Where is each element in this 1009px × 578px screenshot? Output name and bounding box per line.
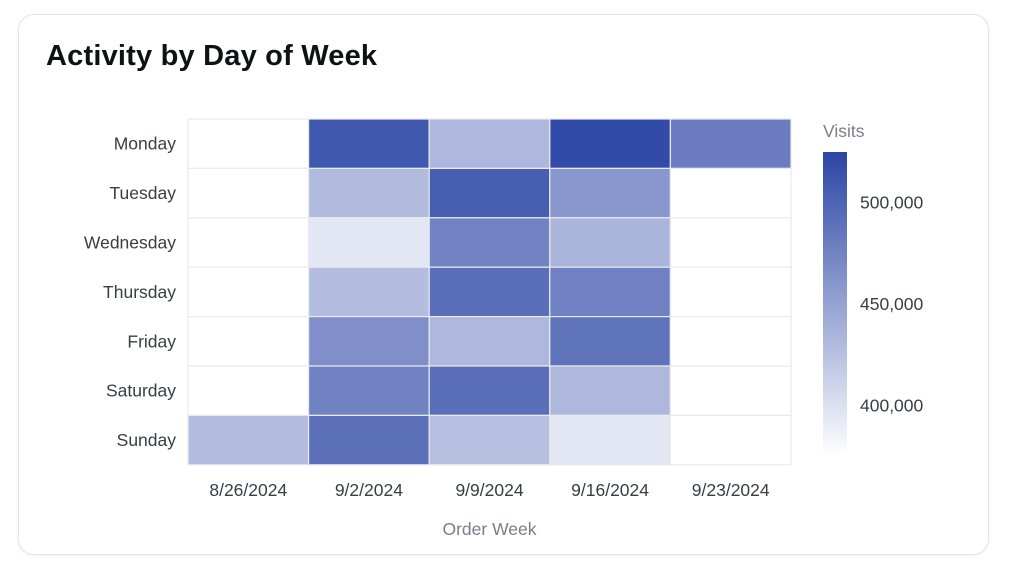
heatmap-cell [669, 217, 792, 268]
color-legend: Visits 500,000 450,000 400,000 [823, 121, 924, 456]
legend-tick-label: 450,000 [860, 294, 924, 314]
y-tick-label: Saturday [106, 381, 176, 401]
heatmap-cell [549, 266, 671, 318]
heatmap-cell [549, 217, 671, 268]
heatmap-cell [308, 118, 430, 170]
x-tick-label: 8/26/2024 [209, 480, 287, 500]
heatmap-cell [187, 414, 310, 466]
x-axis-labels: 8/26/2024 9/2/2024 9/9/2024 9/16/2024 9/23/2… [209, 480, 770, 500]
y-tick-label: Wednesday [84, 233, 176, 253]
x-tick-label: 9/9/2024 [455, 480, 523, 500]
heatmap-cell [669, 118, 792, 170]
heatmap-cell [549, 414, 671, 466]
chart-title: Activity by Day of Week [46, 40, 378, 72]
heatmap-cell [308, 167, 430, 219]
heatmap-cell [549, 118, 671, 170]
y-tick-label: Sunday [117, 430, 177, 450]
heatmap-cell [187, 118, 310, 170]
x-tick-label: 9/16/2024 [571, 480, 649, 500]
heatmap-cell [187, 316, 310, 367]
heatmap-cell [669, 365, 792, 417]
heatmap-cell [308, 414, 430, 466]
y-axis-labels: Monday Tuesday Wednesday Thursday Friday Satu… [84, 134, 176, 450]
y-tick-label: Friday [127, 331, 176, 351]
heatmap-cell [549, 316, 671, 367]
heatmap-cell [669, 414, 792, 466]
y-tick-label: Tuesday [110, 183, 177, 203]
heatmap-cells [187, 118, 792, 466]
heatmap-cell [428, 217, 551, 268]
legend-tick-label: 400,000 [860, 395, 924, 415]
heatmap-cell [308, 365, 430, 417]
heatmap-cell [308, 316, 430, 367]
y-tick-label: Thursday [103, 282, 176, 302]
x-axis-title: Order Week [442, 519, 536, 539]
heatmap-cell [669, 167, 792, 219]
heatmap-cell [549, 167, 671, 219]
heatmap-cell [308, 266, 430, 318]
y-tick-label: Monday [114, 134, 177, 154]
heatmap-cell [187, 217, 310, 268]
heatmap-cell [187, 365, 310, 417]
heatmap-cell [308, 217, 430, 268]
heatmap-cell [669, 266, 792, 318]
legend-color-bar [823, 152, 847, 456]
heatmap-cell [428, 365, 551, 417]
heatmap-cell [428, 167, 551, 219]
x-tick-label: 9/2/2024 [335, 480, 403, 500]
legend-tick-labels: 500,000 450,000 400,000 [860, 193, 924, 416]
heatmap-cell [549, 365, 671, 417]
heatmap-cell [187, 167, 310, 219]
heatmap-cell [669, 316, 792, 367]
heatmap-cell [428, 414, 551, 466]
legend-title: Visits [823, 121, 865, 141]
heatmap-cell [187, 266, 310, 318]
heatmap-cell [428, 118, 551, 170]
heatmap-cell [428, 316, 551, 367]
x-tick-label: 9/23/2024 [692, 480, 770, 500]
heatmap-cell [428, 266, 551, 318]
legend-tick-label: 500,000 [860, 193, 924, 213]
